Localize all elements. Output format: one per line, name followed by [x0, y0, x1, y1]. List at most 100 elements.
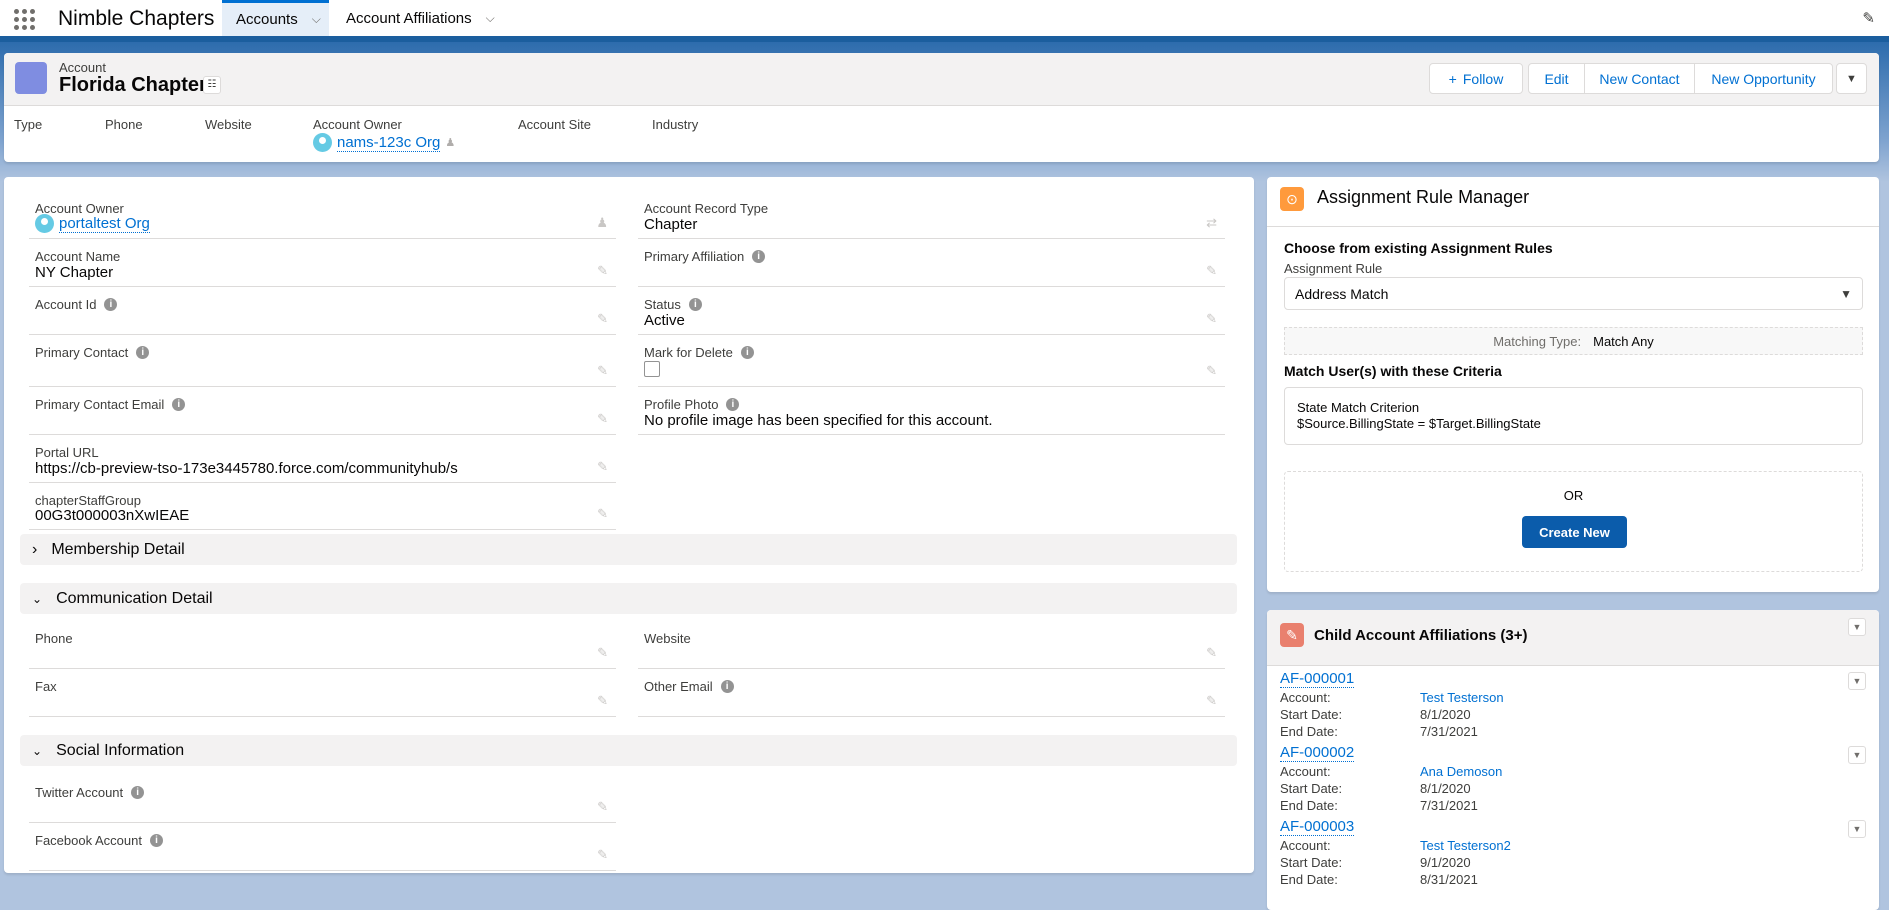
new-contact-button[interactable]: New Contact	[1584, 63, 1695, 94]
card-title: Assignment Rule Manager	[1317, 187, 1530, 207]
field-primary-affiliation: Primary Affiliation i ✎	[638, 241, 1225, 287]
field-account-id: Account Id i ✎	[29, 289, 616, 335]
edit-button[interactable]: Edit	[1528, 63, 1585, 94]
pencil-icon[interactable]: ✎	[597, 263, 608, 278]
info-icon[interactable]: i	[740, 346, 754, 359]
info-icon[interactable]: i	[149, 834, 163, 847]
row-actions-dropdown-icon[interactable]: ▼	[1848, 820, 1866, 838]
portal-url-link[interactable]: https://cb-preview-tso-173e3445780.force…	[35, 460, 458, 477]
change-owner-icon[interactable]: ♟	[445, 137, 456, 149]
hl-website-label: Website	[205, 117, 252, 132]
section-social-information[interactable]: ⌄ Social Information	[20, 735, 1237, 766]
hl-owner-value: nams-123c Org ♟	[313, 133, 455, 152]
info-icon[interactable]: i	[136, 346, 150, 359]
tab-accounts[interactable]: Accounts ⌵	[222, 0, 329, 36]
account-link[interactable]: Ana Demoson	[1420, 764, 1503, 779]
field-label: Other Email	[644, 679, 713, 694]
field-label: Primary Affiliation	[644, 249, 745, 264]
follow-button[interactable]: + Follow	[1429, 63, 1523, 94]
field-label: Website	[644, 631, 691, 646]
pencil-icon[interactable]: ✎	[597, 459, 608, 474]
pencil-icon[interactable]: ✎	[1206, 693, 1217, 708]
rule-label: Assignment Rule	[1284, 261, 1383, 276]
card-title[interactable]: Child Account Affiliations (3+)	[1314, 627, 1528, 644]
info-icon[interactable]: i	[752, 250, 766, 263]
field-facebook-account: Facebook Account i ✎	[29, 825, 616, 871]
tab-label: Accounts	[236, 11, 298, 28]
info-icon[interactable]: i	[131, 786, 145, 799]
create-new-box: OR Create New	[1284, 471, 1863, 572]
account-label: Account:	[1280, 838, 1331, 853]
pencil-icon[interactable]: ✎	[1206, 311, 1217, 326]
or-label: OR	[1563, 488, 1584, 503]
global-nav: Nimble Chapters Accounts ⌵ Account Affili…	[0, 0, 1889, 36]
start-date: 8/1/2020	[1420, 707, 1471, 722]
pencil-icon[interactable]: ✎	[597, 506, 608, 521]
field-value: Active	[644, 312, 685, 329]
field-mark-for-delete: Mark for Delete i ✎	[638, 337, 1225, 387]
assignment-rule-select[interactable]: Address Match ▼	[1284, 277, 1863, 310]
row-actions-dropdown-icon[interactable]: ▼	[1848, 746, 1866, 764]
field-profile-photo: Profile Photo i No profile image has been…	[638, 389, 1225, 435]
follow-label: Follow	[1462, 70, 1504, 87]
pencil-icon[interactable]: ✎	[597, 411, 608, 426]
affiliation-link[interactable]: AF-000003	[1280, 818, 1355, 836]
pencil-icon[interactable]: ✎	[1206, 263, 1217, 278]
info-icon[interactable]: i	[726, 398, 740, 411]
hl-phone-label: Phone	[105, 117, 143, 132]
field-primary-contact-email: Primary Contact Email i ✎	[29, 389, 616, 435]
pencil-icon[interactable]: ✎	[597, 363, 608, 378]
field-fax: Fax ✎	[29, 671, 616, 717]
assignment-rule-icon: ⊙	[1280, 187, 1304, 211]
hierarchy-icon[interactable]: ☷	[203, 76, 221, 94]
info-icon[interactable]: i	[172, 398, 186, 411]
chevron-right-icon: ›	[32, 540, 38, 558]
section-membership-detail[interactable]: › Membership Detail	[20, 534, 1237, 565]
pencil-icon[interactable]: ✎	[597, 799, 608, 814]
info-icon[interactable]: i	[688, 298, 702, 311]
section-title: Communication Detail	[56, 589, 213, 607]
change-record-type-icon[interactable]: ⇄	[1206, 215, 1217, 230]
chevron-down-icon[interactable]: ⌵	[311, 12, 321, 26]
field-label: Facebook Account	[35, 833, 142, 848]
pencil-icon[interactable]: ✎	[597, 693, 608, 708]
affiliation-item: AF-000002 Account: Ana Demoson Start Date…	[1280, 744, 1866, 815]
affiliation-link[interactable]: AF-000002	[1280, 744, 1355, 762]
matching-type-label: Matching Type:	[1493, 333, 1582, 349]
pencil-icon[interactable]: ✎	[1206, 363, 1217, 378]
field-label: Status	[644, 297, 681, 312]
change-owner-icon[interactable]: ♟	[596, 215, 608, 230]
tab-account-affiliations[interactable]: Account Affiliations ⌵	[332, 0, 509, 36]
create-new-button[interactable]: Create New	[1522, 516, 1627, 548]
end-date: 8/31/2021	[1420, 872, 1478, 887]
affiliation-pencil-icon: ✎	[1280, 623, 1304, 647]
info-icon[interactable]: i	[104, 298, 118, 311]
card-menu-dropdown-icon[interactable]: ▼	[1848, 618, 1866, 636]
more-actions-chevron-icon[interactable]: ▼	[1836, 63, 1867, 94]
pencil-icon[interactable]: ✎	[597, 311, 608, 326]
owner-link[interactable]: nams-123c Org	[337, 133, 441, 152]
owner-link[interactable]: portaltest Org	[59, 214, 150, 233]
field-label: Primary Contact Email	[35, 397, 165, 412]
pencil-icon[interactable]: ✎	[1206, 645, 1217, 660]
mark-for-delete-checkbox[interactable]	[644, 361, 660, 377]
new-opportunity-button[interactable]: New Opportunity	[1694, 63, 1833, 94]
criteria-name: State Match Criterion	[1297, 400, 1420, 415]
section-communication-detail[interactable]: ⌄ Communication Detail	[20, 583, 1237, 614]
pencil-icon[interactable]: ✎	[597, 847, 608, 862]
account-link[interactable]: Test Testerson	[1420, 690, 1504, 705]
info-icon[interactable]: i	[720, 680, 734, 693]
row-actions-dropdown-icon[interactable]: ▼	[1848, 672, 1866, 690]
object-label: Account	[59, 60, 106, 75]
pencil-icon[interactable]: ✎	[597, 645, 608, 660]
affiliation-link[interactable]: AF-000001	[1280, 670, 1355, 688]
field-value: Chapter	[644, 216, 698, 233]
account-building-icon	[15, 62, 47, 94]
chevron-down-icon[interactable]: ⌵	[485, 10, 495, 25]
user-avatar-icon	[35, 214, 54, 233]
edit-nav-pencil-icon[interactable]: ✎	[1862, 10, 1875, 27]
field-label: Fax	[35, 679, 57, 694]
field-value: NY Chapter	[35, 264, 114, 281]
account-link[interactable]: Test Testerson2	[1420, 838, 1511, 853]
app-launcher-icon[interactable]	[14, 9, 36, 30]
